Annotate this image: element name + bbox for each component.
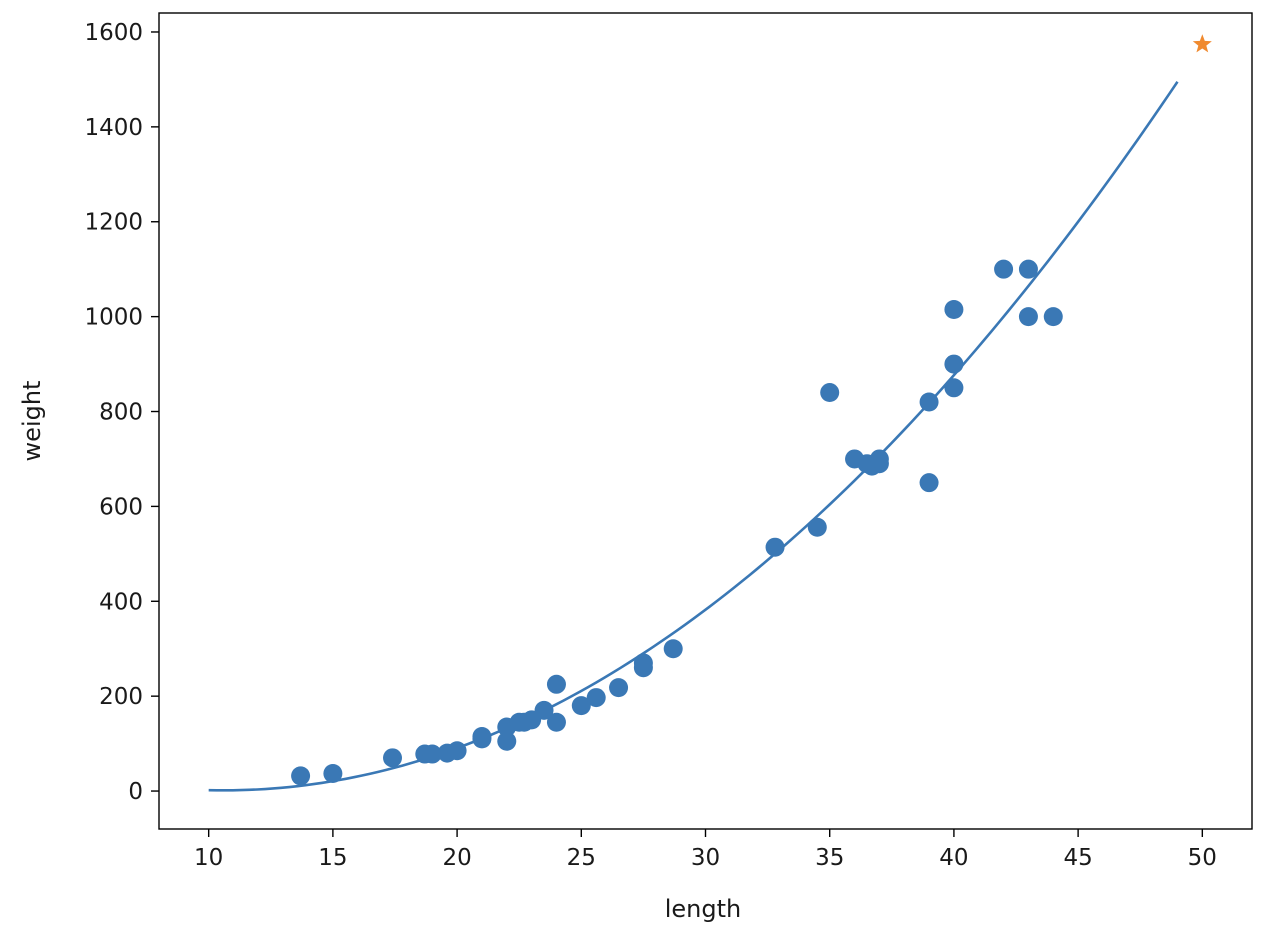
scatter-point bbox=[1043, 307, 1063, 327]
y-tick-label: 0 bbox=[128, 779, 143, 805]
scatter-point bbox=[944, 354, 964, 374]
scatter-point bbox=[323, 763, 343, 783]
scatter-point bbox=[472, 726, 492, 746]
x-tick-label: 40 bbox=[939, 845, 968, 871]
scatter-point bbox=[546, 674, 566, 694]
y-tick-label: 1600 bbox=[84, 20, 143, 46]
y-axis-ticks: 0 200 400 600 800 1000 1200 1400 1600 bbox=[84, 20, 159, 805]
y-tick-label: 200 bbox=[99, 684, 143, 710]
scatter-point bbox=[447, 741, 467, 761]
scatter-point bbox=[919, 473, 939, 493]
scatter-point bbox=[383, 748, 403, 768]
scatter-point bbox=[633, 653, 653, 673]
scatter-point bbox=[609, 678, 629, 698]
fit-curve bbox=[208, 81, 1179, 792]
x-tick-label: 50 bbox=[1188, 845, 1217, 871]
scatter-point bbox=[994, 259, 1014, 279]
points-layer bbox=[291, 259, 1063, 786]
x-tick-label: 15 bbox=[318, 845, 347, 871]
scatter-point bbox=[291, 766, 311, 786]
y-tick-label: 1000 bbox=[84, 305, 143, 331]
x-tick-label: 30 bbox=[691, 845, 720, 871]
x-tick-label: 45 bbox=[1063, 845, 1092, 871]
scatter-point bbox=[944, 300, 964, 320]
marker-layer bbox=[1192, 34, 1212, 53]
x-axis-title: length bbox=[665, 895, 742, 923]
scatter-point bbox=[534, 700, 554, 720]
scatter-point bbox=[571, 696, 591, 716]
star-marker bbox=[1192, 34, 1212, 53]
curve-layer bbox=[208, 81, 1179, 792]
scatter-point bbox=[546, 712, 566, 732]
y-tick-label: 800 bbox=[99, 400, 143, 426]
y-tick-label: 600 bbox=[99, 494, 143, 520]
scatter-point bbox=[765, 537, 785, 557]
x-axis-ticks: 10 15 20 25 30 35 40 45 50 bbox=[194, 829, 1217, 871]
scatter-point bbox=[497, 731, 517, 751]
x-tick-label: 10 bbox=[194, 845, 223, 871]
scatter-point bbox=[1018, 307, 1038, 327]
y-axis-title: weight bbox=[18, 381, 46, 462]
scatter-point bbox=[869, 449, 889, 469]
scatter-point bbox=[919, 392, 939, 412]
x-tick-label: 35 bbox=[815, 845, 844, 871]
scatter-point bbox=[944, 378, 964, 398]
x-tick-label: 25 bbox=[567, 845, 596, 871]
x-tick-label: 20 bbox=[442, 845, 471, 871]
y-tick-label: 400 bbox=[99, 589, 143, 615]
y-tick-label: 1200 bbox=[84, 210, 143, 236]
y-tick-label: 1400 bbox=[84, 115, 143, 141]
scatter-point bbox=[1018, 259, 1038, 279]
scatter-point bbox=[663, 639, 683, 659]
scatter-point bbox=[586, 688, 606, 708]
scatter-point bbox=[422, 744, 442, 764]
scatter-point bbox=[807, 517, 827, 537]
plot-background bbox=[159, 13, 1252, 829]
scatter-point bbox=[820, 383, 840, 403]
